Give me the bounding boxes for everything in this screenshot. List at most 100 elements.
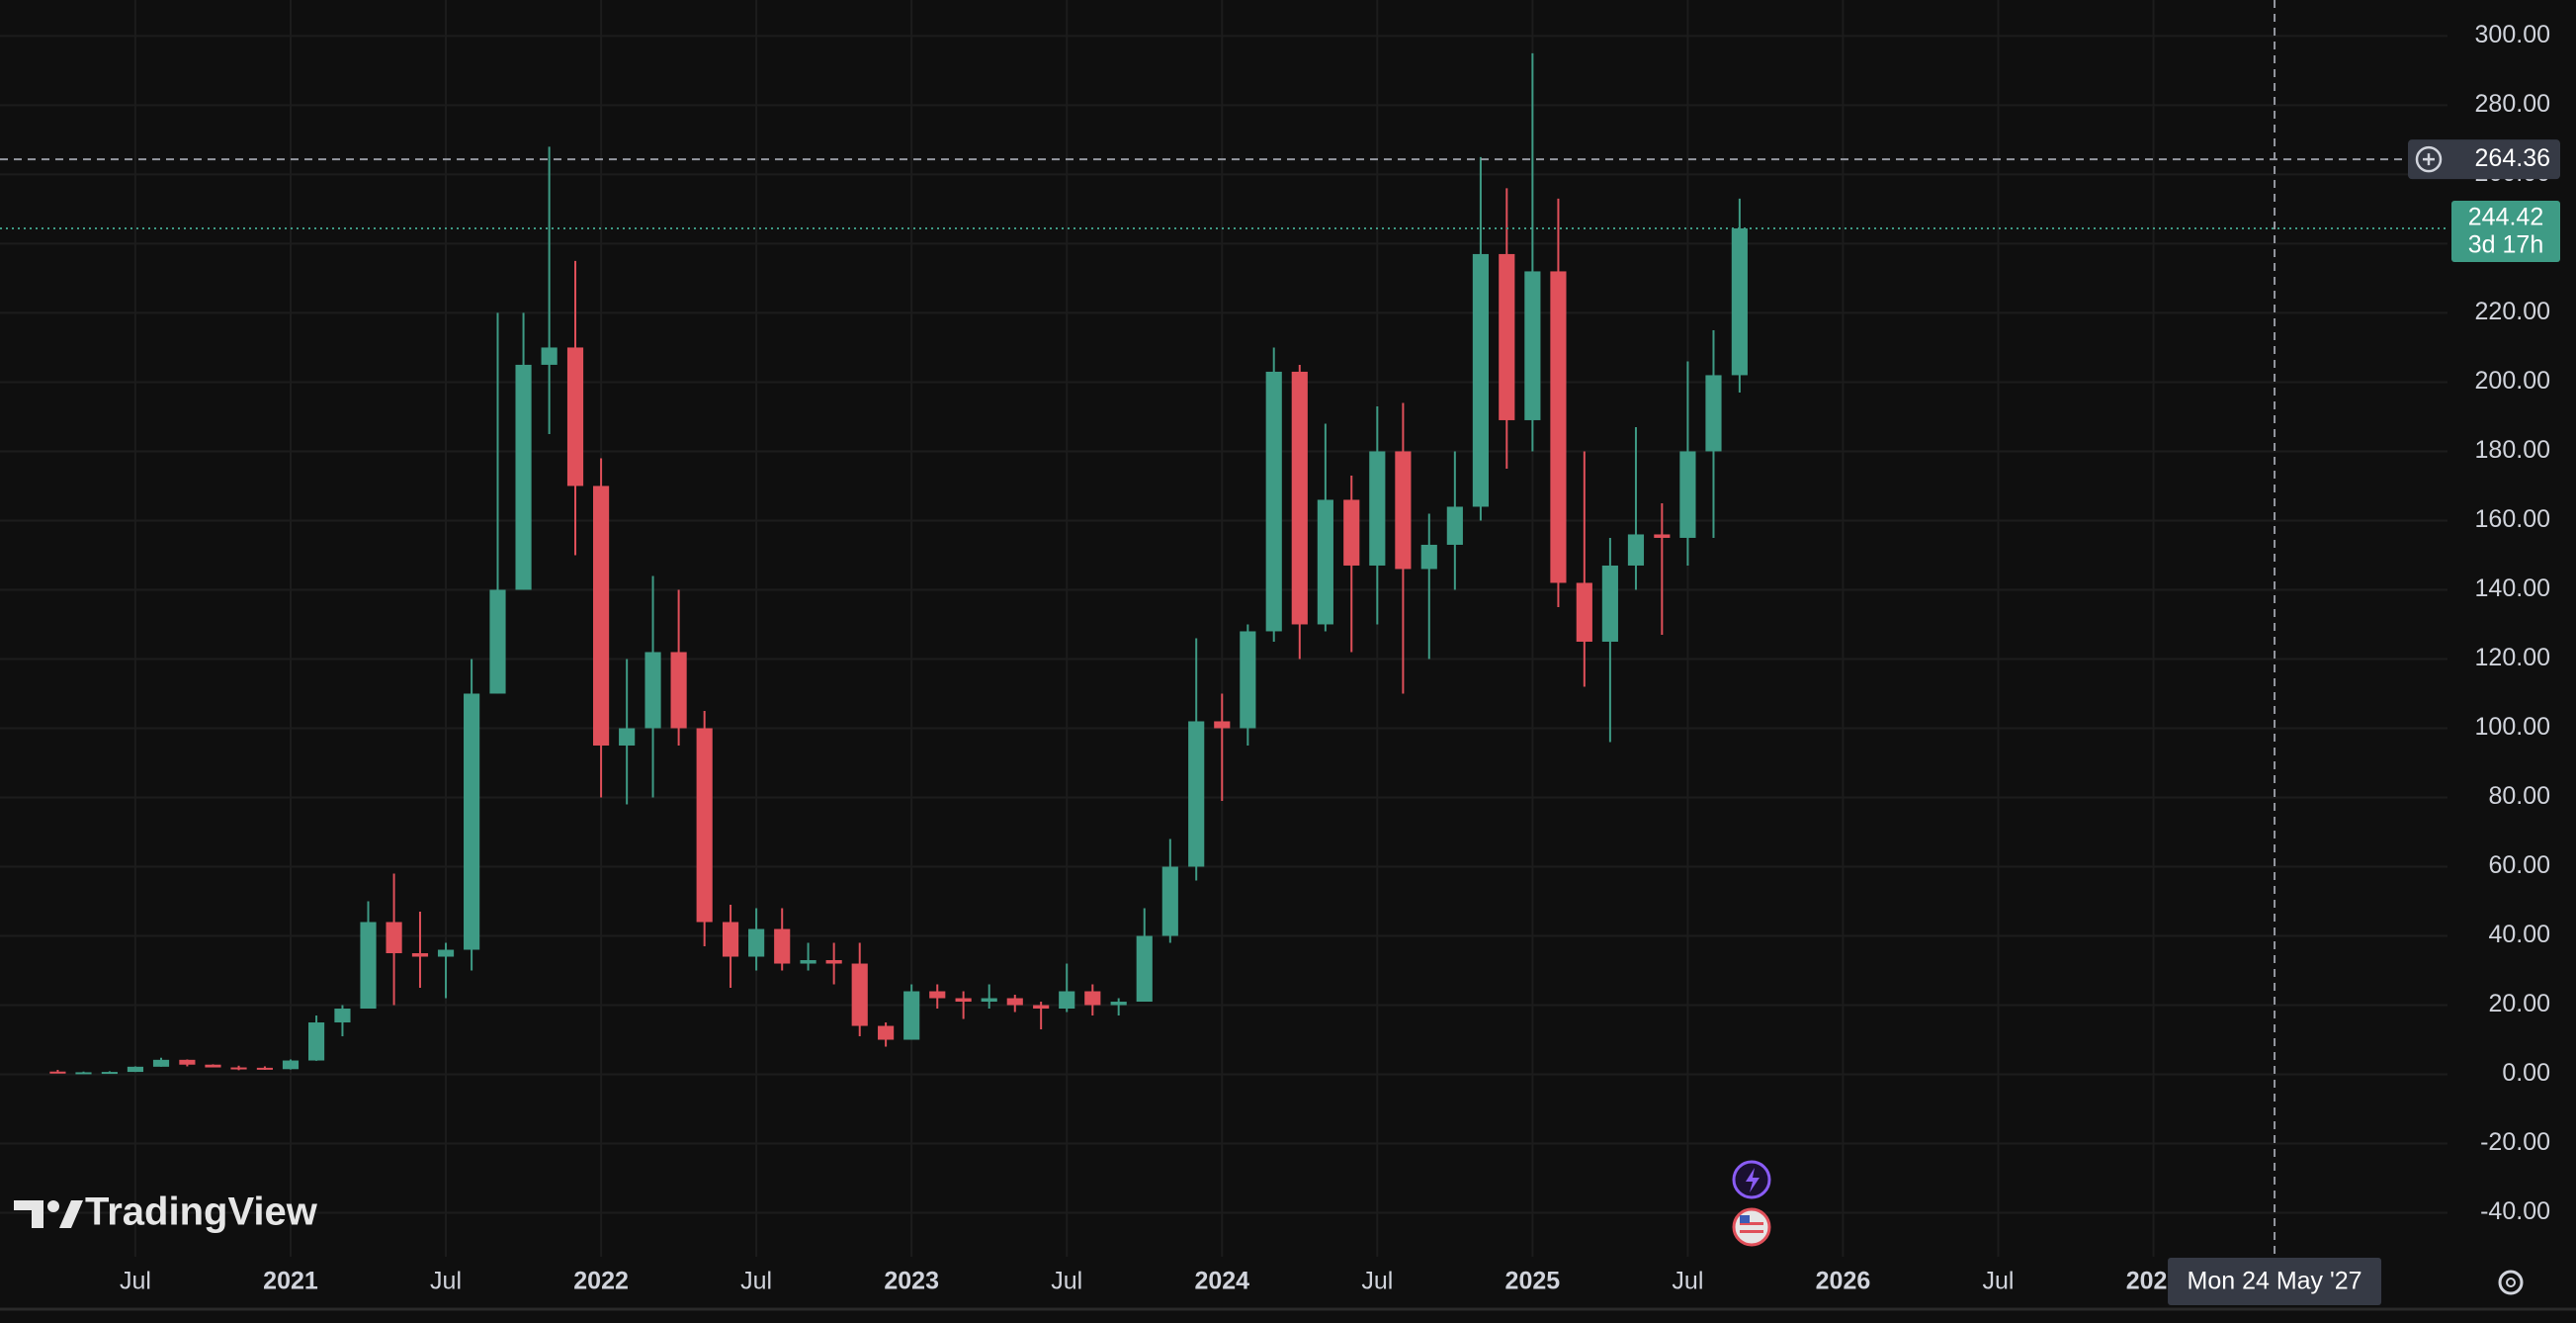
x-tick-label: Jul xyxy=(430,1268,462,1295)
logo-dot xyxy=(47,1200,59,1212)
plot xyxy=(49,52,1748,1075)
candle-body xyxy=(929,991,946,999)
candle-body xyxy=(1627,534,1645,566)
candle-body xyxy=(800,960,816,964)
candle-body xyxy=(1136,935,1153,1003)
candle-body xyxy=(489,589,506,694)
candle-body xyxy=(566,347,584,486)
candle-body xyxy=(1265,371,1282,632)
y-tick-label: 220.00 xyxy=(2475,298,2550,325)
crosshair-date-box xyxy=(2168,1258,2382,1305)
candle-body xyxy=(282,1060,300,1070)
candle-body xyxy=(1343,499,1360,566)
candle-body xyxy=(360,922,377,1010)
candle-body xyxy=(1059,991,1075,1010)
gear-hub xyxy=(2506,1278,2516,1287)
y-tick-label: -40.00 xyxy=(2480,1197,2550,1225)
event-icons xyxy=(1732,1160,1771,1247)
y-tick-label: 200.00 xyxy=(2475,367,2550,395)
candle-body xyxy=(1317,499,1333,625)
candle-body xyxy=(1395,451,1412,570)
candle-body xyxy=(1550,271,1567,583)
y-tick-label: 140.00 xyxy=(2475,574,2550,602)
y-tick-label: 60.00 xyxy=(2488,851,2550,879)
flag-icon[interactable] xyxy=(1732,1207,1771,1247)
candle-body xyxy=(774,928,791,964)
candle-body xyxy=(411,953,429,957)
candle-body xyxy=(205,1064,221,1068)
brand: TradingView xyxy=(85,1191,318,1234)
candle-body xyxy=(1188,721,1205,867)
settings-icon[interactable] xyxy=(2498,1270,2524,1295)
candle-body xyxy=(1654,534,1671,538)
logo-mark xyxy=(14,1200,43,1228)
candle-body xyxy=(748,928,765,957)
candle-body xyxy=(437,949,455,957)
x-tick-label: 2024 xyxy=(1194,1268,1249,1295)
logo-slash xyxy=(59,1200,83,1228)
y-tick-label: 180.00 xyxy=(2475,436,2550,464)
candle-body xyxy=(75,1072,92,1075)
grid: -40.00 -20.00 0.00 20.00 40.00 60.00 80.00 100.… xyxy=(0,0,2550,1295)
candle-body xyxy=(1161,866,1178,936)
candle-body xyxy=(464,693,480,950)
candle-body xyxy=(101,1072,118,1075)
candle-body xyxy=(955,998,972,1003)
x-tick-label: Jul xyxy=(120,1268,151,1295)
x-tick-label: Jul xyxy=(1361,1268,1393,1295)
flag-stripe xyxy=(1740,1230,1763,1233)
candle-body xyxy=(256,1067,274,1070)
y-tick-label: 160.00 xyxy=(2475,505,2550,533)
candle-body xyxy=(1291,371,1308,625)
candle-body xyxy=(152,1059,170,1067)
y-tick-label: 20.00 xyxy=(2488,990,2550,1017)
candle-body xyxy=(1524,271,1541,420)
candle-body xyxy=(1033,1005,1050,1010)
x-tick-label: Jul xyxy=(1983,1268,2015,1295)
last-price-box xyxy=(2451,200,2560,262)
candle-body xyxy=(1705,375,1722,452)
event-bolt xyxy=(1746,1168,1760,1192)
candle-body xyxy=(515,364,532,590)
y-tick-label: 280.00 xyxy=(2475,90,2550,118)
y-tick-label: 100.00 xyxy=(2475,713,2550,741)
x-tick-label: Jul xyxy=(740,1268,772,1295)
candle-body xyxy=(851,963,868,1026)
candle-body xyxy=(179,1059,196,1065)
x-tick-label: 2026 xyxy=(1816,1268,1871,1295)
candle-body xyxy=(230,1067,247,1070)
candle-body xyxy=(722,922,739,957)
candle-body xyxy=(1369,451,1386,566)
gear[interactable] xyxy=(2498,1270,2524,1295)
y-tick-label: 80.00 xyxy=(2488,782,2550,810)
candle-body xyxy=(644,652,661,729)
y-tick-label: 300.00 xyxy=(2475,21,2550,48)
candle-body xyxy=(1679,451,1696,538)
candle-body xyxy=(878,1025,895,1040)
candle-body xyxy=(1110,1002,1127,1006)
flag-stripe xyxy=(1740,1222,1763,1225)
candle-body xyxy=(593,485,610,746)
add-alert-icon[interactable] xyxy=(2415,145,2443,173)
crosshair-date-label: Mon 24 May '27 xyxy=(2188,1268,2362,1295)
candle-body xyxy=(1576,582,1592,642)
candle-body xyxy=(1601,565,1618,642)
candle-body xyxy=(1499,253,1515,420)
candle-body xyxy=(386,922,402,954)
candle-body xyxy=(334,1009,351,1023)
candle-body xyxy=(541,347,558,365)
x-tick-label: 2021 xyxy=(263,1268,318,1295)
x-tick-label: 2023 xyxy=(884,1268,939,1295)
y-tick-label: 120.00 xyxy=(2475,644,2550,671)
countdown-label: 3d 17h xyxy=(2468,231,2543,259)
candle-body xyxy=(127,1066,144,1073)
y-tick-label: 0.00 xyxy=(2502,1059,2550,1087)
candle-body xyxy=(981,998,997,1003)
candle-body xyxy=(1446,506,1463,545)
candle-body xyxy=(1731,227,1748,376)
x-tick-label: Jul xyxy=(1672,1268,1703,1295)
